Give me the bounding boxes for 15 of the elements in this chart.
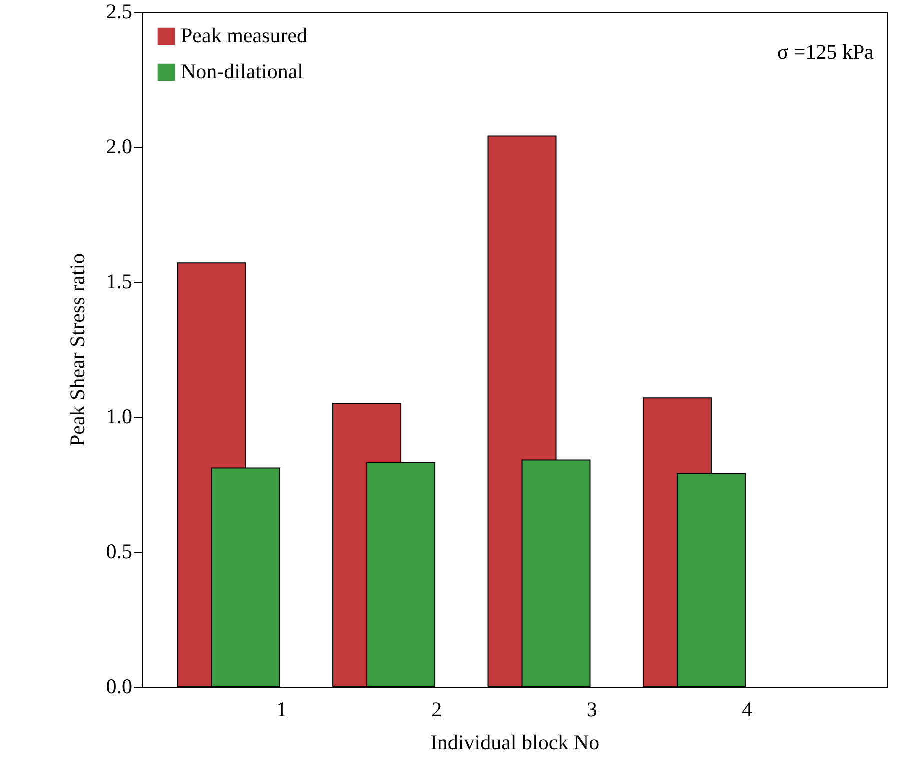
y-axis-title: Peak Shear Stress ratio <box>65 253 90 447</box>
legend-label: Non-dilational <box>181 60 304 84</box>
y-tick-label: 0.5 <box>106 540 132 564</box>
x-tick-label: 4 <box>742 698 754 722</box>
y-tick-label: 1.0 <box>106 404 132 428</box>
x-tick-label: 1 <box>276 698 287 722</box>
legend-label: Peak measured <box>181 24 308 48</box>
y-tick-label: 1.5 <box>106 270 132 294</box>
annotation: σ =125 kPa <box>777 40 875 64</box>
y-tick-label: 0.0 <box>106 674 132 698</box>
y-tick-label: 2.0 <box>106 134 132 158</box>
x-axis-title: Individual block No <box>430 730 600 754</box>
x-tick-label: 3 <box>586 698 598 722</box>
x-tick-label: 2 <box>432 698 442 722</box>
y-tick-label: 2.5 <box>106 0 132 24</box>
